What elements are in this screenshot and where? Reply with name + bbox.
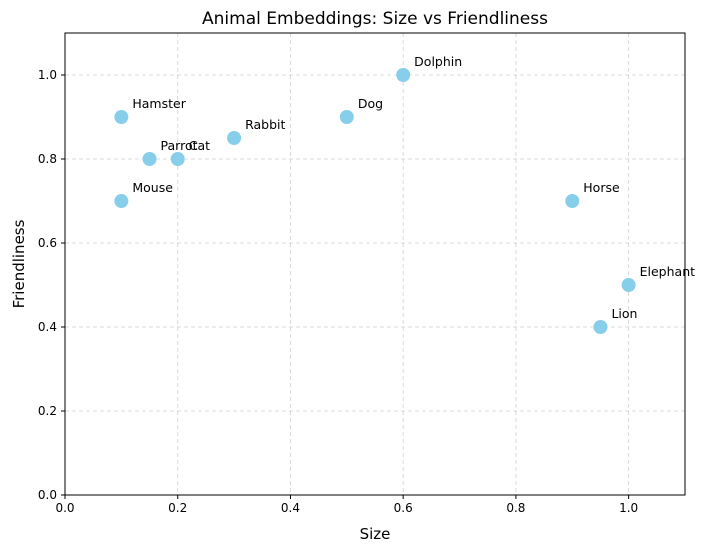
x-axis-label: Size <box>360 525 391 543</box>
data-point-parrot <box>142 152 157 166</box>
chart-title: Animal Embeddings: Size vs Friendliness <box>202 9 548 29</box>
data-point-label-hamster: Hamster <box>132 96 186 111</box>
data-point-horse <box>565 194 580 208</box>
x-tick-label: 0.8 <box>506 501 525 515</box>
data-point-mouse <box>114 194 129 208</box>
data-point-rabbit <box>227 131 242 145</box>
y-tick-label: 1.0 <box>38 68 57 82</box>
y-tick-label: 0.8 <box>38 152 57 166</box>
data-point-label-horse: Horse <box>583 180 620 195</box>
data-point-label-dolphin: Dolphin <box>414 54 462 69</box>
data-point-label-mouse: Mouse <box>132 180 173 195</box>
y-tick-label: 0.0 <box>38 488 57 502</box>
y-axis-label: Friendliness <box>10 219 28 308</box>
data-point-cat <box>170 152 185 166</box>
data-point-label-lion: Lion <box>611 306 637 321</box>
data-point-label-elephant: Elephant <box>640 264 696 279</box>
data-point-dog <box>339 110 354 124</box>
data-points <box>114 68 636 334</box>
x-tick-label: 0.6 <box>394 501 413 515</box>
data-point-label-dog: Dog <box>358 96 383 111</box>
data-point-hamster <box>114 110 129 124</box>
x-tick-label: 1.0 <box>619 501 638 515</box>
data-point-dolphin <box>396 68 411 82</box>
axis-ticks: 0.0 0.2 0.4 0.6 0.8 1.0 0.0 0.2 0.4 0.6 0.8 1.0 <box>38 68 638 515</box>
data-point-label-cat: Cat <box>189 138 210 153</box>
x-tick-label: 0.0 <box>55 501 74 515</box>
y-tick-label: 0.2 <box>38 404 57 418</box>
y-tick-label: 0.4 <box>38 320 57 334</box>
x-tick-label: 0.2 <box>168 501 187 515</box>
data-point-label-parrot: Parrot <box>161 138 198 153</box>
data-point-elephant <box>621 278 636 292</box>
data-point-label-rabbit: Rabbit <box>245 117 285 132</box>
y-tick-label: 0.6 <box>38 236 57 250</box>
point-labels: Dog Cat Elephant Mouse Lion Dolphin Horse Rabbi… <box>132 54 695 321</box>
plot-area-frame <box>64 32 686 496</box>
data-point-lion <box>593 320 608 334</box>
x-tick-label: 0.4 <box>281 501 300 515</box>
